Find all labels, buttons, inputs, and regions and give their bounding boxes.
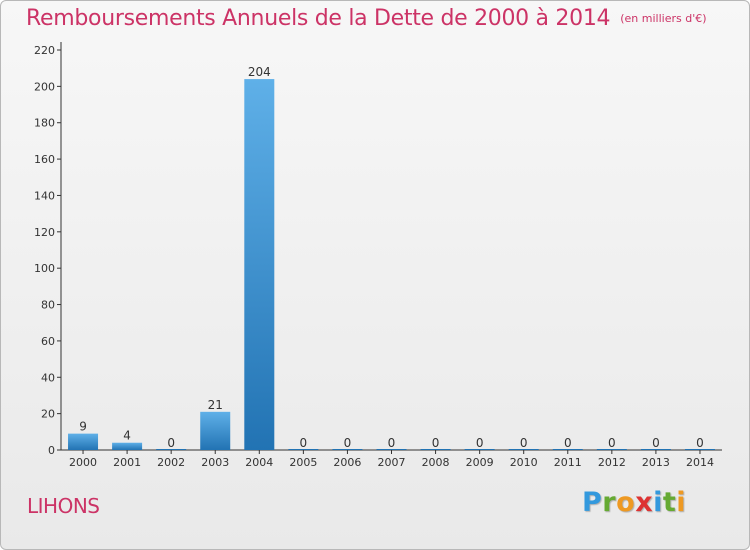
bar-value-label: 0	[344, 436, 352, 450]
bar-value-label: 9	[79, 420, 87, 434]
x-tick-label: 2007	[378, 456, 406, 469]
chart-title: Remboursements Annuels de la Dette de 20…	[26, 6, 707, 31]
bar	[244, 79, 275, 450]
bar-series	[68, 79, 715, 450]
y-tick-label: 160	[34, 153, 55, 166]
bar-value-label: 0	[564, 436, 572, 450]
x-tick-label: 2008	[422, 456, 450, 469]
bar-value-label: 0	[432, 436, 440, 450]
logo-letter: i	[676, 487, 687, 518]
y-tick-label: 80	[41, 299, 55, 312]
bar-value-label: 0	[167, 436, 175, 450]
bar-value-label: 0	[652, 436, 660, 450]
x-tick-label: 2001	[113, 456, 141, 469]
y-tick-label: 120	[34, 226, 55, 239]
logo-letter: t	[662, 487, 677, 518]
bar-value-label: 21	[208, 398, 223, 412]
logo-letter: x	[635, 487, 654, 518]
y-tick-label: 60	[41, 335, 55, 348]
bar-value-label: 0	[696, 436, 704, 450]
y-tick-label: 200	[34, 80, 55, 93]
x-tick-label: 2010	[510, 456, 538, 469]
x-tick-label: 2011	[554, 456, 582, 469]
x-axis: 2000 2001 2002 2003 2004 2005 2006 2007 2008 2009…	[61, 449, 722, 469]
x-tick-label: 2003	[201, 456, 229, 469]
y-axis: 0 20 40 60 80 100 120 140 160 180 200 220	[34, 42, 62, 457]
bar-value-label: 4	[123, 429, 131, 443]
data-labels: 9 4 0 21 204 0 0 0 0 0 0 0 0 0 0	[79, 65, 704, 450]
bar-value-label: 0	[520, 436, 528, 450]
x-tick-label: 2000	[69, 456, 97, 469]
bar	[200, 411, 231, 450]
proxiti-logo: Proxiti	[582, 487, 686, 518]
logo-letter: P	[582, 487, 603, 518]
x-tick-label: 2005	[289, 456, 317, 469]
y-tick-label: 100	[34, 262, 55, 275]
x-tick-label: 2014	[686, 456, 714, 469]
logo-letter: o	[616, 487, 636, 518]
bar-value-label: 0	[476, 436, 484, 450]
bar-value-label: 204	[248, 65, 271, 79]
y-tick-label: 180	[34, 117, 55, 130]
x-tick-label: 2002	[157, 456, 185, 469]
logo-letter: i	[653, 487, 663, 518]
x-tick-label: 2013	[642, 456, 670, 469]
y-tick-label: 0	[48, 444, 55, 457]
x-tick-label: 2006	[333, 456, 361, 469]
bar-value-label: 0	[608, 436, 616, 450]
chart-unit-label: (en milliers d'€)	[620, 12, 707, 25]
x-tick-label: 2009	[466, 456, 494, 469]
y-tick-label: 220	[34, 44, 55, 57]
bar-value-label: 0	[300, 436, 308, 450]
chart-title-text: Remboursements Annuels de la Dette de 20…	[26, 6, 611, 31]
x-tick-label: 2012	[598, 456, 626, 469]
bar	[112, 442, 143, 450]
bar	[68, 433, 99, 450]
logo-letter: r	[602, 487, 617, 518]
y-tick-label: 40	[41, 371, 55, 384]
y-tick-label: 20	[41, 408, 55, 421]
bar-value-label: 0	[388, 436, 396, 450]
place-name: LIHONS	[27, 494, 100, 518]
x-tick-label: 2004	[245, 456, 273, 469]
y-tick-label: 140	[34, 189, 55, 202]
